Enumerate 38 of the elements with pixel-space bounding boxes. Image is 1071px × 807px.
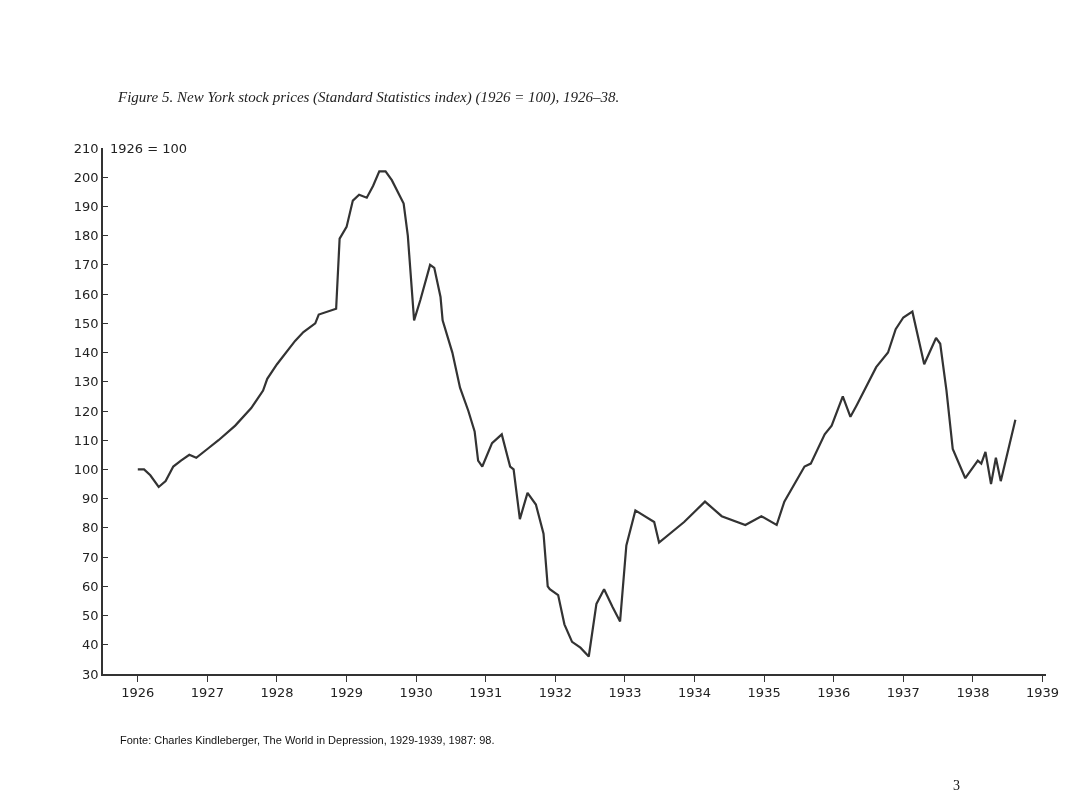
x-tick-label: 1932 xyxy=(538,685,572,701)
y-tick-label: 30 xyxy=(82,666,99,682)
x-tick-label: 1929 xyxy=(330,685,364,701)
y-tick-label: 150 xyxy=(73,315,99,331)
chart-title: Figure 5. New York stock prices (Standard Statistics index) (1926 = 100), 1926–38. xyxy=(117,89,620,107)
y-tick-label: 40 xyxy=(82,637,99,653)
x-tick-label: 1938 xyxy=(956,685,990,701)
y-tick-label: 210 xyxy=(73,140,99,156)
y-tick-label: 180 xyxy=(73,228,99,244)
line-series xyxy=(136,170,1017,658)
y-tick-label: 90 xyxy=(82,491,99,507)
y-tick-label: 190 xyxy=(73,198,99,214)
y-tick-label: 160 xyxy=(73,286,99,302)
y-axis-title: 1926 = 100 xyxy=(110,141,188,156)
y-tick-label: 50 xyxy=(82,608,99,624)
source-note: Fonte: Charles Kindleberger, The World in Depression, 1929-1939, 1987: 98. xyxy=(120,734,495,746)
y-tick-label: 170 xyxy=(73,257,99,273)
y-tick-label: 130 xyxy=(73,374,99,390)
y-tick-label: 120 xyxy=(73,403,99,419)
y-tick-label: 70 xyxy=(82,549,99,565)
x-tick-label: 1935 xyxy=(747,685,781,701)
x-tick-label: 1934 xyxy=(678,685,712,701)
x-tick-label: 1936 xyxy=(817,685,851,701)
y-tick-label: 110 xyxy=(73,432,99,448)
x-tick-label: 1937 xyxy=(886,685,920,701)
text: 3 xyxy=(953,778,960,793)
x-tick-label: 1928 xyxy=(260,685,294,701)
y-tick-label: 80 xyxy=(82,520,99,536)
y-tick-label: 140 xyxy=(73,345,99,361)
x-tick-label: 1939 xyxy=(1025,685,1060,701)
x-tick-label: 1930 xyxy=(399,685,433,701)
y-tick-label: 100 xyxy=(73,461,99,477)
x-tick-label: 1931 xyxy=(469,685,503,701)
y-tick-label: 200 xyxy=(73,169,99,185)
x-tick-label: 1926 xyxy=(121,685,155,701)
x-tick-label: 1933 xyxy=(608,685,642,701)
y-tick-label: 60 xyxy=(82,578,99,594)
x-tick-label: 1927 xyxy=(190,685,224,701)
